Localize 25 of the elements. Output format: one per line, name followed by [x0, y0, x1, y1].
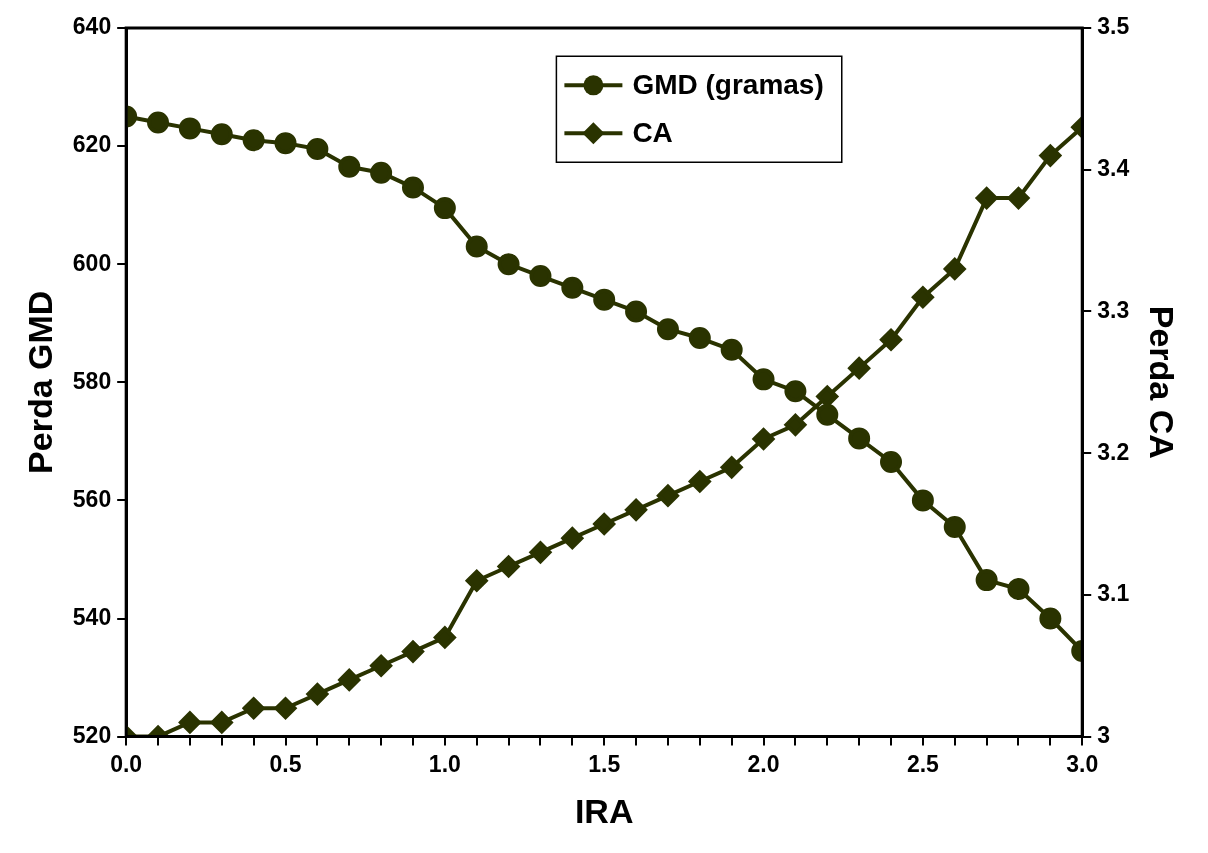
y-tick-label: 520 [72, 721, 112, 748]
y-tick-label: 540 [72, 603, 112, 630]
x-tick-label: 1.5 [588, 750, 621, 777]
legend-label: CA [632, 117, 673, 149]
y2-axis-title: Perda CA [1143, 305, 1182, 459]
x-tick-label: 0.0 [110, 750, 143, 777]
y2-tick-label: 3.1 [1097, 580, 1130, 607]
y-axis-title: Perda GMD [20, 290, 59, 474]
y2-tick-label: 3.4 [1097, 155, 1130, 182]
y2-tick-label: 3.3 [1097, 296, 1130, 323]
x-tick-label: 3.0 [1066, 750, 1099, 777]
y-tick-label: 620 [72, 131, 112, 158]
y2-tick-label: 3.2 [1097, 438, 1130, 465]
y2-tick-label: 3 [1097, 721, 1111, 748]
y-tick-label: 640 [72, 13, 112, 40]
x-axis-title: IRA [574, 791, 634, 830]
y-tick-label: 580 [72, 367, 112, 394]
legend-label: GMD (gramas) [632, 69, 824, 101]
x-tick-label: 2.5 [906, 750, 940, 777]
x-tick-label: 2.0 [747, 750, 780, 777]
y2-tick-label: 3.5 [1097, 13, 1130, 40]
x-tick-label: 0.5 [269, 750, 302, 777]
y-tick-label: 560 [72, 485, 112, 512]
x-tick-label: 1.0 [428, 750, 461, 777]
y-tick-label: 600 [72, 249, 112, 276]
